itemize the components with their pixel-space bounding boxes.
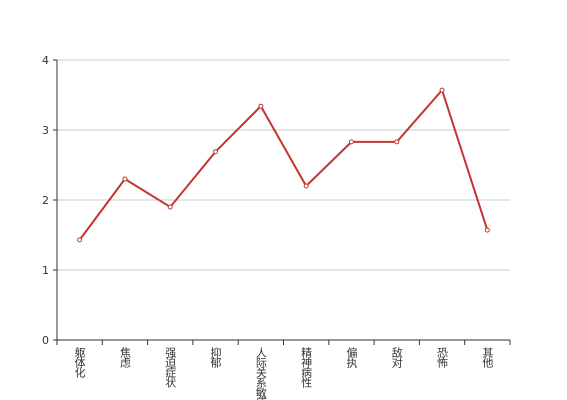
point <box>348 139 354 145</box>
x-tick-label: 焦虑 <box>118 347 131 368</box>
y-tick-label: 3 <box>42 124 49 137</box>
point <box>167 204 173 210</box>
point <box>484 227 490 233</box>
y-tick-label: 4 <box>42 54 49 67</box>
x-tick-label: 强迫症状 <box>164 347 177 388</box>
x-tick-label: 精神病性 <box>300 347 313 389</box>
x-tick-label: 人际关系敏感 <box>254 347 267 400</box>
point <box>258 103 264 109</box>
x-tick-label: 其他 <box>481 347 494 368</box>
y-tick-label: 0 <box>42 334 49 347</box>
point <box>122 176 128 182</box>
y-tick-label: 1 <box>42 264 49 277</box>
x-tick-label: 偏执 <box>345 346 358 369</box>
y-tick-label: 2 <box>42 194 49 207</box>
point <box>303 183 309 189</box>
point <box>77 237 83 243</box>
point <box>394 139 400 145</box>
x-tick-label: 恐怖 <box>436 347 449 368</box>
line <box>78 88 489 241</box>
x-tick-label: 抑郁 <box>209 346 222 368</box>
point <box>213 149 219 155</box>
x-tick-label: 敌对 <box>390 346 403 368</box>
point <box>439 87 445 93</box>
x-tick-label: 躯体化 <box>73 347 86 379</box>
